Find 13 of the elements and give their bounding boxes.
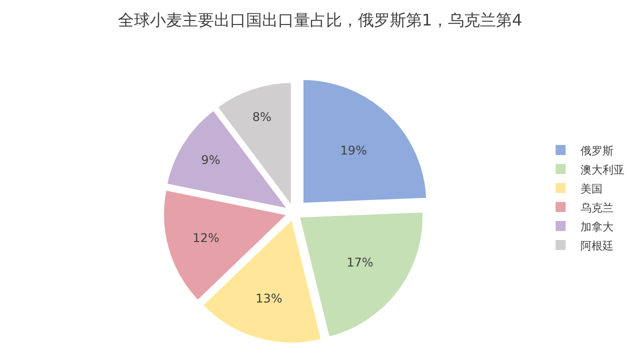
data-label: 19% bbox=[340, 144, 367, 158]
legend-label: 加拿大 bbox=[580, 220, 614, 234]
legend-label: 澳大利亚 bbox=[580, 163, 625, 176]
legend-label: 乌克兰 bbox=[580, 201, 614, 214]
data-label: 13% bbox=[256, 292, 282, 306]
legend-label: 阿根廷 bbox=[580, 239, 614, 252]
chart-title: 全球小麦主要出口国出口量占比，俄罗斯第1，乌克兰第4 bbox=[118, 10, 522, 30]
data-label: 8% bbox=[252, 110, 272, 124]
legend-label: 俄罗斯 bbox=[580, 144, 614, 158]
data-label: 12% bbox=[192, 231, 220, 246]
data-label: 17% bbox=[346, 255, 374, 270]
legend-label: 美国 bbox=[580, 182, 603, 196]
data-label: 9% bbox=[201, 153, 220, 168]
